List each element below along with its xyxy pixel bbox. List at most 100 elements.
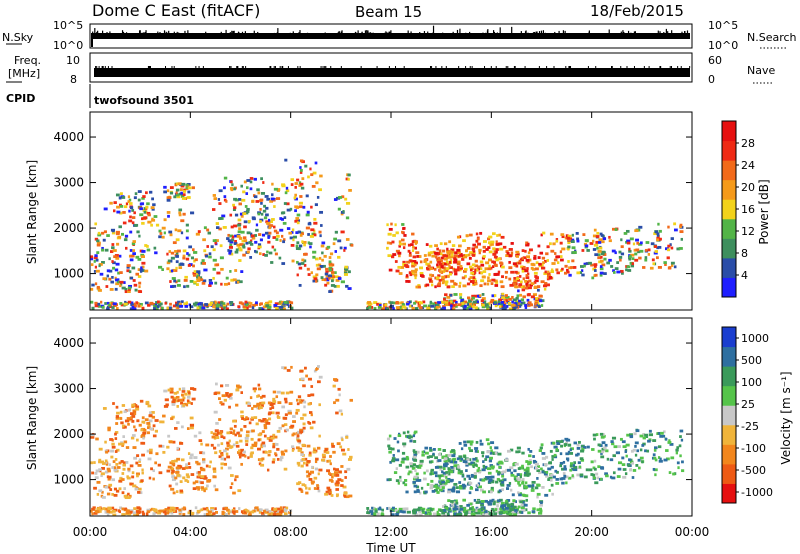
- power-cell: [402, 226, 406, 230]
- power-cell: [271, 245, 275, 249]
- power-cell: [313, 221, 318, 225]
- power-cell: [233, 242, 238, 245]
- power-cell: [450, 300, 453, 304]
- velocity-cell: [474, 509, 478, 512]
- power-cell: [241, 198, 246, 202]
- velocity-cell: [185, 473, 190, 477]
- velocity-cell: [445, 471, 448, 474]
- velocity-cell: [334, 468, 339, 472]
- power-cell: [138, 290, 143, 293]
- power-cell: [527, 284, 530, 288]
- velocity-cell: [100, 472, 105, 476]
- velocity-cell: [93, 511, 98, 515]
- velocity-cell: [504, 501, 509, 505]
- velocity-cell: [578, 465, 582, 469]
- power-cell: [437, 252, 441, 255]
- freq-spike: [287, 66, 289, 68]
- power-cell: [132, 249, 135, 253]
- power-cell: [259, 218, 264, 222]
- velocity-cell: [550, 473, 554, 477]
- noise-spike: [525, 30, 527, 35]
- freq-spike: [513, 66, 515, 68]
- power-cell: [249, 239, 253, 243]
- power-cell: [618, 250, 622, 254]
- power-cell: [205, 254, 209, 258]
- power-cell: [593, 269, 597, 272]
- power-cell: [559, 241, 563, 245]
- velocity-cell: [146, 431, 150, 435]
- velocity-cell: [124, 507, 127, 511]
- power-cell: [449, 266, 453, 269]
- velocity-cell: [570, 462, 574, 466]
- power-cell: [592, 267, 597, 271]
- power-cell: [459, 265, 463, 268]
- velocity-cell: [320, 458, 326, 462]
- power-cell: [320, 244, 325, 248]
- power-cell: [180, 263, 185, 266]
- velocity-cell: [330, 442, 334, 446]
- velocity-cell: [113, 493, 118, 497]
- velocity-cell: [115, 415, 120, 418]
- velocity-cell: [517, 491, 520, 495]
- power-cell: [440, 256, 444, 260]
- power-cell: [445, 269, 449, 273]
- velocity-cell: [434, 466, 440, 469]
- velocity-cell: [395, 479, 400, 483]
- power-cell: [418, 255, 422, 258]
- velocity-cell: [388, 506, 391, 510]
- velocity-cell: [522, 478, 525, 481]
- power-cell: [237, 218, 242, 222]
- power-cell: [451, 304, 456, 307]
- velocity-cell: [206, 508, 210, 512]
- velocity-cell: [447, 453, 451, 457]
- power-cell: [482, 270, 487, 273]
- velocity-cell: [174, 427, 178, 430]
- velocity-cell: [136, 474, 139, 478]
- power-cell: [104, 302, 107, 305]
- velocity-cell: [437, 474, 442, 478]
- freq-spike: [680, 66, 682, 68]
- power-cell: [259, 302, 263, 306]
- velocity-cell: [323, 450, 327, 453]
- power-cell: [333, 284, 337, 288]
- power-cell: [542, 284, 548, 288]
- noise-spike: [109, 31, 111, 35]
- power-cell: [531, 267, 536, 271]
- power-cell: [397, 265, 402, 269]
- velocity-cell: [418, 463, 423, 467]
- power-cell: [343, 246, 347, 250]
- power-cell: [259, 207, 262, 211]
- power-cell: [271, 218, 275, 221]
- velocity-cell: [187, 452, 191, 456]
- power-cell: [444, 282, 448, 286]
- velocity-cell: [555, 440, 560, 443]
- power-cell: [341, 195, 345, 199]
- velocity-cell: [219, 401, 223, 404]
- velocity-cell: [297, 449, 302, 452]
- velocity-cell: [401, 457, 405, 461]
- power-cell: [208, 303, 213, 307]
- power-cell: [536, 285, 541, 289]
- velocity-cell: [402, 442, 407, 446]
- noise-spike: [355, 32, 357, 35]
- power-cell: [567, 260, 570, 263]
- velocity-cell: [232, 443, 236, 447]
- velocity-cell: [570, 447, 574, 451]
- power-cell: [427, 304, 431, 308]
- power-cell: [128, 209, 131, 213]
- velocity-cell: [549, 478, 553, 482]
- power-cell: [94, 304, 99, 308]
- velocity-cell: [576, 473, 580, 477]
- velocity-cell: [582, 446, 587, 449]
- power-cell: [485, 261, 490, 265]
- velocity-cell: [206, 512, 210, 516]
- velocity-cell: [101, 496, 106, 499]
- velocity-cell: [214, 488, 219, 492]
- noise-spike: [681, 31, 683, 35]
- velocity-cell: [638, 466, 641, 470]
- noise-spike: [671, 30, 673, 35]
- power-cell: [452, 267, 455, 271]
- velocity-cell: [396, 440, 400, 444]
- power-cell: [530, 282, 535, 285]
- velocity-cell: [220, 466, 224, 470]
